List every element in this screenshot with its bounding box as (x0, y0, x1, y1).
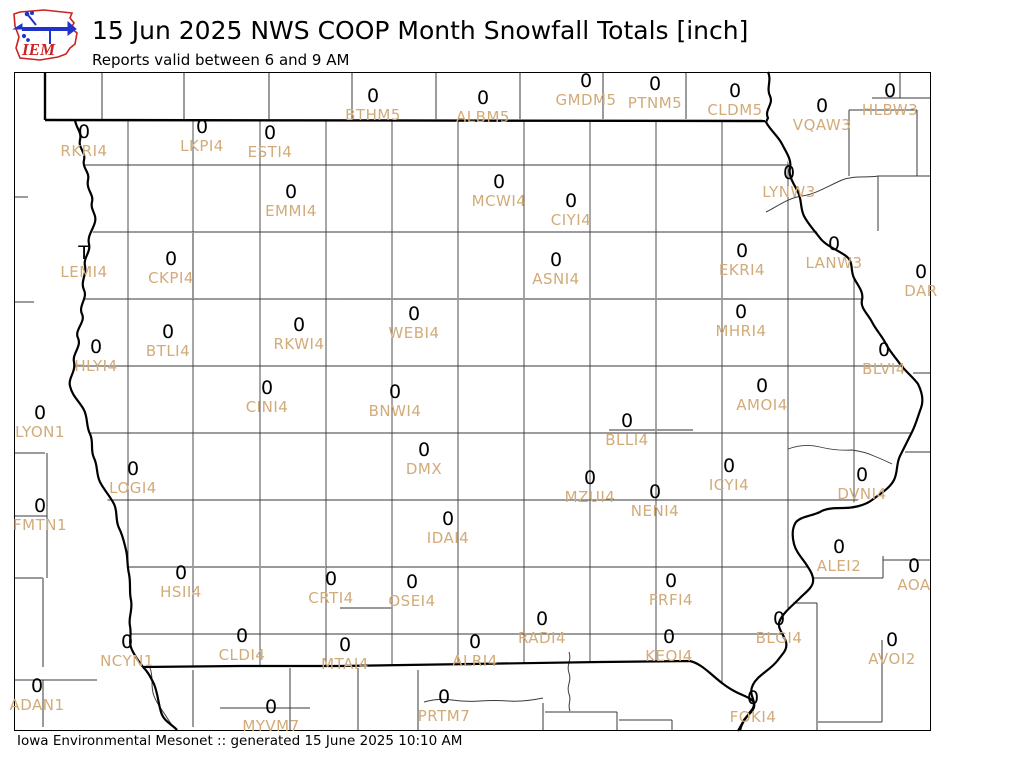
margin-county-lines (14, 72, 931, 731)
cwa-borders (14, 232, 748, 667)
state-borders (43, 71, 924, 732)
page-title: 15 Jun 2025 NWS COOP Month Snowfall Tota… (92, 16, 749, 45)
iowa-outline-icon (13, 9, 78, 61)
page-subtitle: Reports valid between 6 and 9 AM (92, 51, 350, 69)
weather-vane-icon (12, 11, 77, 44)
iem-logo: IEM (12, 9, 78, 61)
footer-credit: Iowa Environmental Mesonet :: generated … (17, 733, 463, 749)
iowa-county-lines (70, 120, 918, 730)
iem-logo-text: IEM (21, 40, 56, 59)
header: IEM 15 Jun 2025 NWS COOP Month Snowfall … (0, 0, 1024, 72)
map-frame (14, 72, 931, 731)
